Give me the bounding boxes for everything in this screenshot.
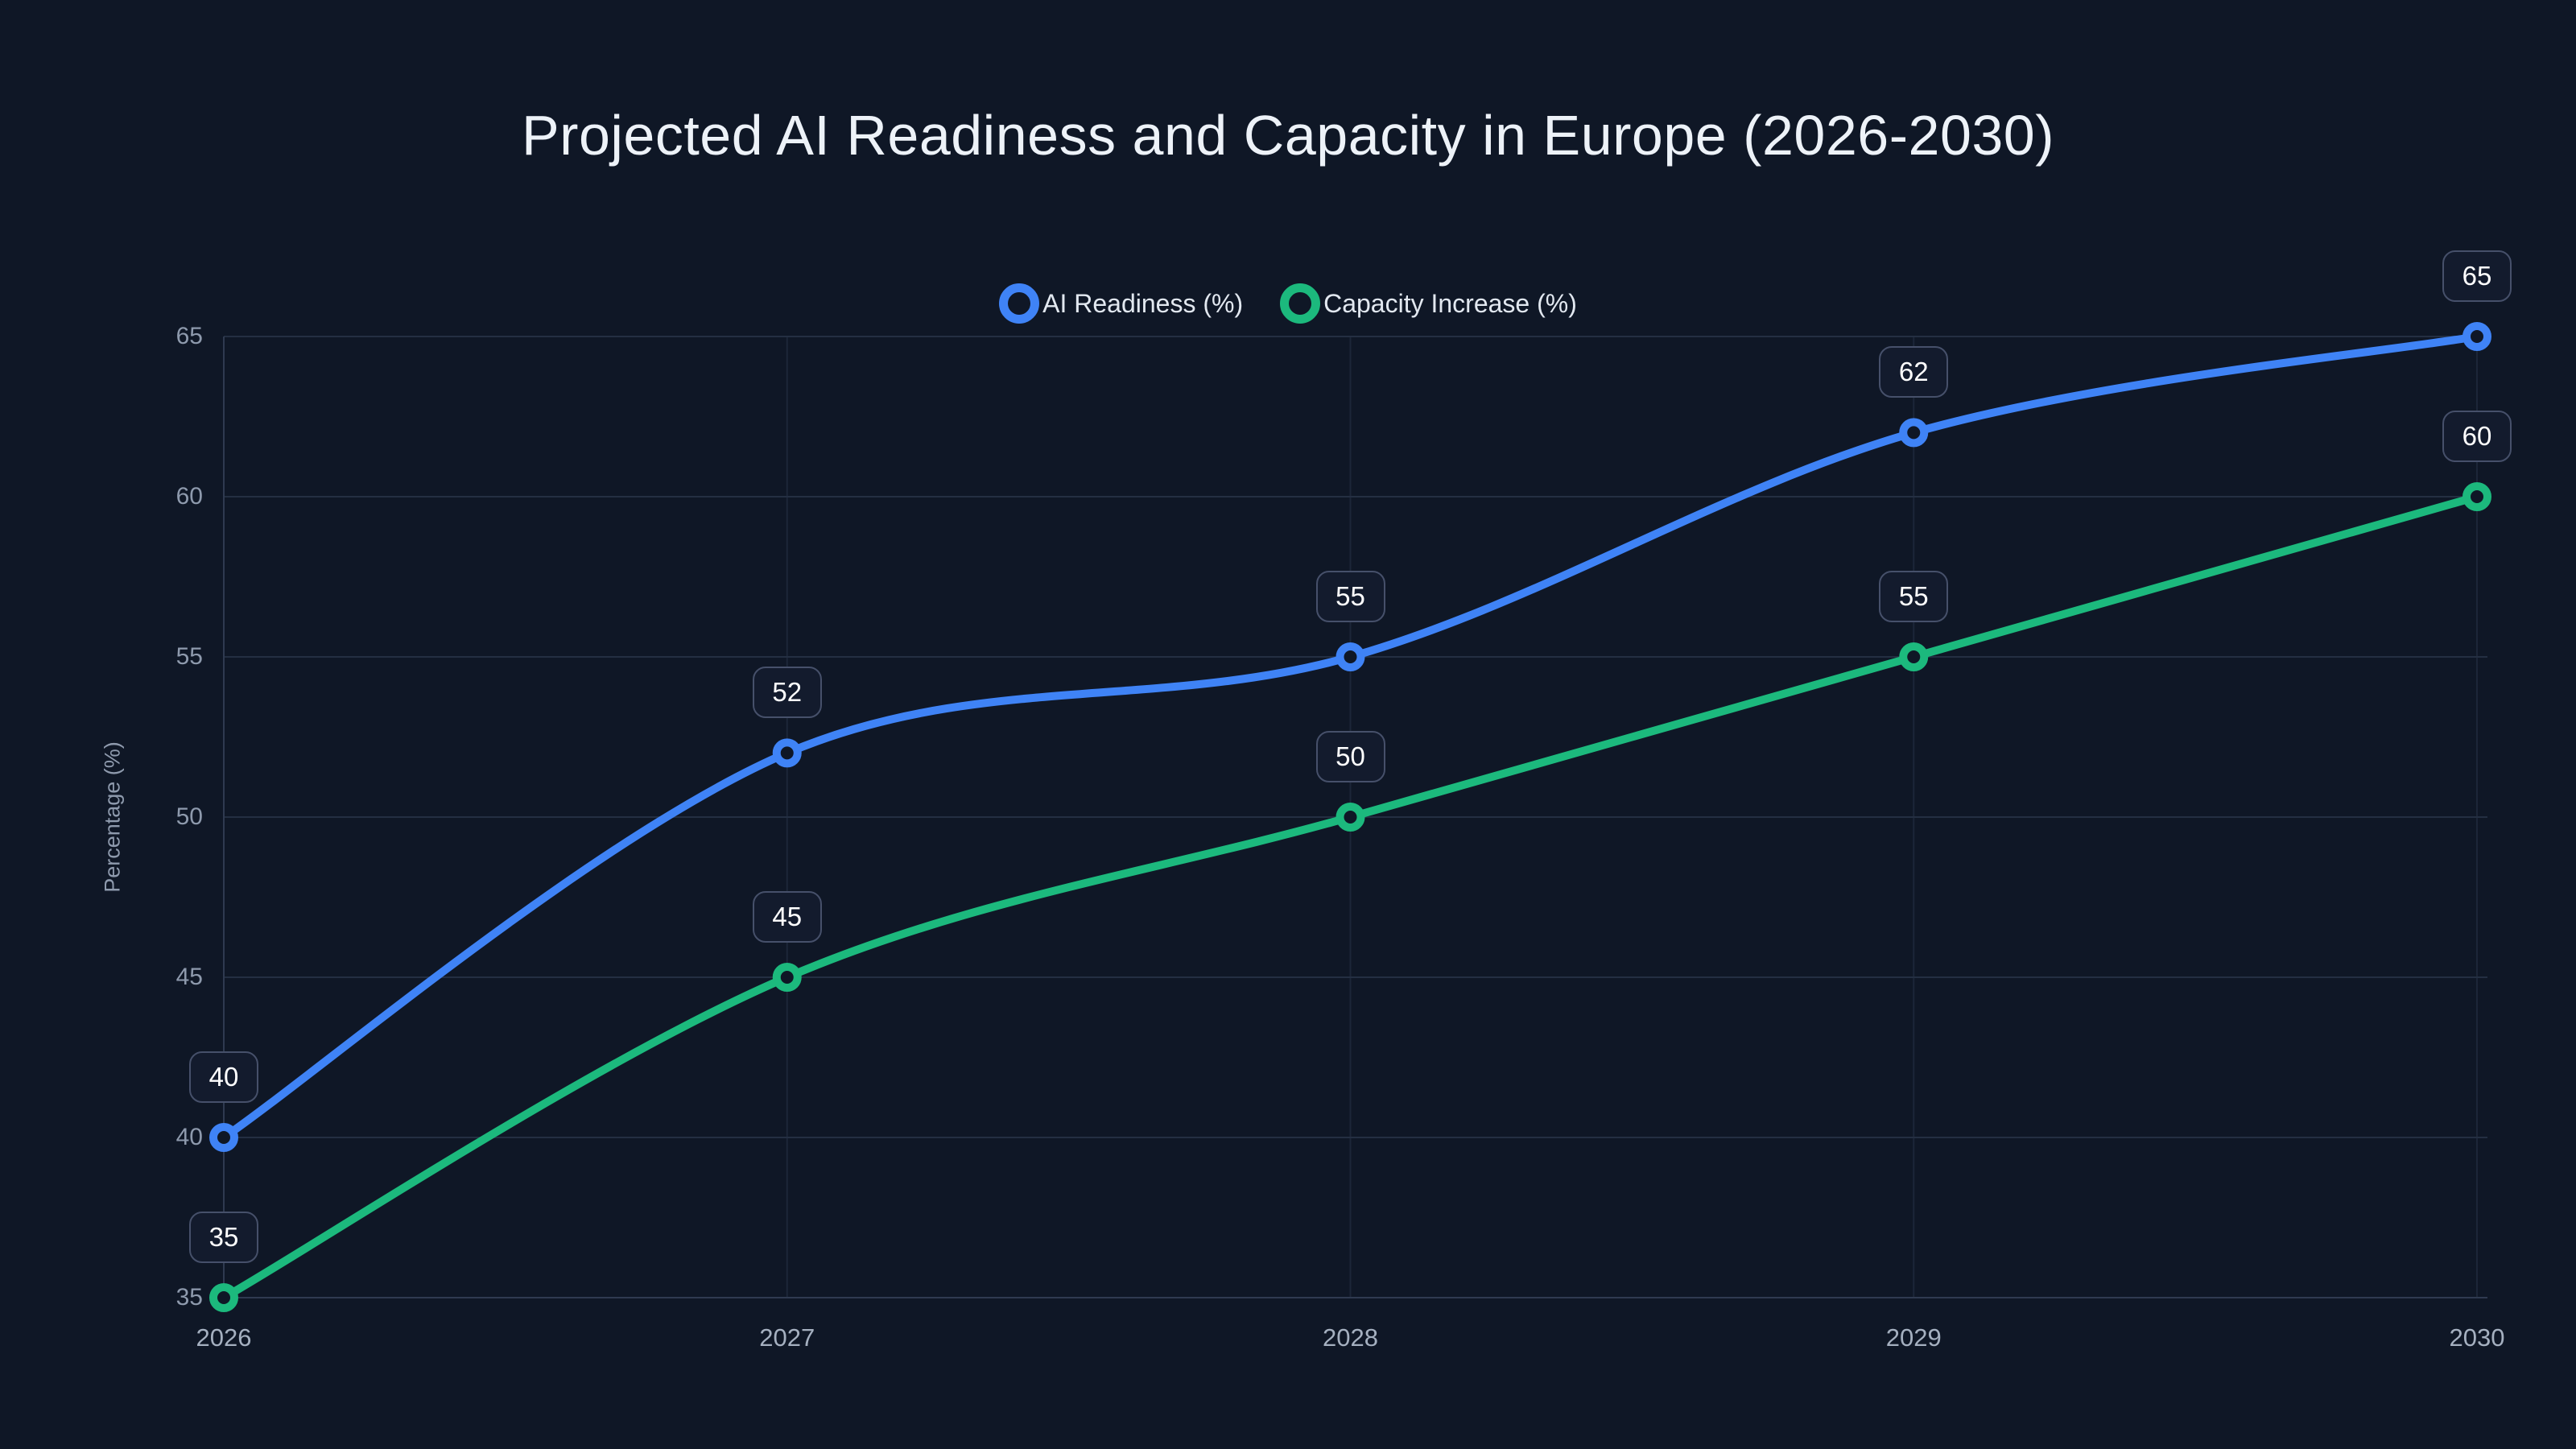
legend-item-ai-readiness[interactable]: AI Readiness (%) [999, 283, 1243, 324]
data-point-marker-ai-readiness[interactable] [1335, 642, 1365, 671]
data-point-marker-capacity-increase[interactable] [1335, 803, 1365, 832]
data-point-marker-ai-readiness[interactable] [772, 738, 802, 768]
data-point-marker-ai-readiness[interactable] [2462, 322, 2491, 351]
legend-item-capacity-increase[interactable]: Capacity Increase (%) [1280, 283, 1577, 324]
data-point-marker-ai-readiness[interactable] [1899, 418, 1929, 448]
data-point-marker-ai-readiness[interactable] [209, 1123, 238, 1152]
chart-title: Projected AI Readiness and Capacity in E… [521, 104, 2055, 167]
legend-label: AI Readiness (%) [1042, 288, 1244, 318]
data-point-marker-capacity-increase[interactable] [1899, 642, 1929, 671]
legend-ring-icon [999, 283, 1040, 324]
data-point-marker-capacity-increase[interactable] [772, 963, 802, 992]
chart-legend: AI Readiness (%) Capacity Increase (%) [0, 283, 2576, 324]
legend-ring-icon [1280, 283, 1321, 324]
data-point-marker-capacity-increase[interactable] [209, 1283, 238, 1312]
data-point-marker-capacity-increase[interactable] [2462, 482, 2491, 511]
legend-label: Capacity Increase (%) [1323, 288, 1577, 318]
